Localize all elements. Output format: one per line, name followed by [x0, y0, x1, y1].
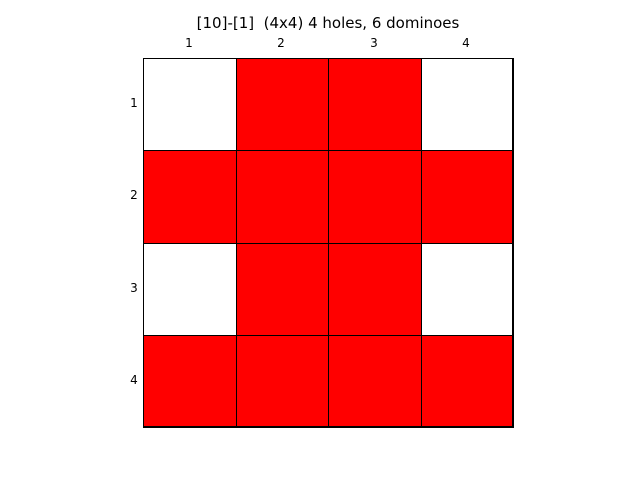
hole-cell — [420, 58, 514, 152]
puzzle-title: [10]-[1] (4x4) 4 holes, 6 dominoes — [196, 14, 460, 32]
game-board — [143, 58, 514, 428]
domino-cell — [328, 334, 422, 428]
column-label: 1 — [185, 36, 193, 50]
domino-cell — [235, 334, 329, 428]
domino-cell — [420, 150, 514, 244]
domino-cell — [328, 242, 422, 336]
domino-cell — [328, 58, 422, 152]
domino-cell — [235, 150, 329, 244]
row-label: 3 — [130, 281, 138, 295]
domino-cell — [420, 334, 514, 428]
domino-cell — [143, 334, 237, 428]
hole-cell — [143, 58, 237, 152]
column-label: 2 — [277, 36, 285, 50]
hole-cell — [420, 242, 514, 336]
column-label: 4 — [462, 36, 470, 50]
domino-cell — [143, 150, 237, 244]
domino-cell — [328, 150, 422, 244]
domino-cell — [235, 58, 329, 152]
hole-cell — [143, 242, 237, 336]
column-label: 3 — [370, 36, 378, 50]
row-label: 4 — [130, 373, 138, 387]
row-label: 2 — [130, 188, 138, 202]
row-label: 1 — [130, 96, 138, 110]
domino-cell — [235, 242, 329, 336]
